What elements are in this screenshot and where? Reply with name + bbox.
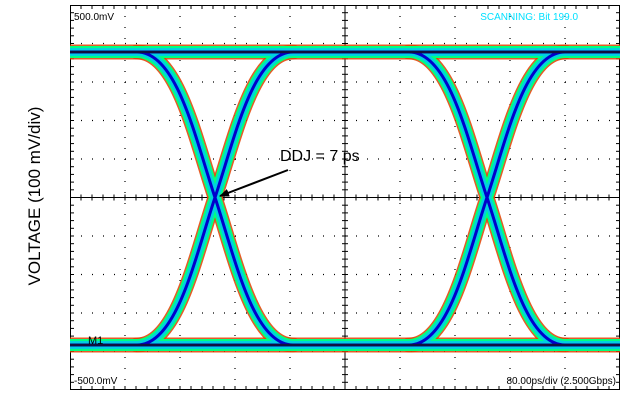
bottom-voltage-scale: -500.0mV xyxy=(74,376,118,387)
y-axis-label-text: VOLTAGE (100 mV/div) xyxy=(25,106,44,286)
graticule xyxy=(70,5,620,390)
ddj-annotation: DDJ = 7 ps xyxy=(280,148,360,165)
scan-status: SCANNING: Bit 199.0 xyxy=(480,12,578,23)
y-axis-label: VOLTAGE (100 mV/div) xyxy=(0,0,70,393)
rising-edge-1 xyxy=(135,50,295,347)
oscilloscope-display: 500.0mV -500.0mV SCANNING: Bit 199.0 80.… xyxy=(70,5,620,390)
marker-m1-label: M1 xyxy=(88,335,104,347)
top-voltage-scale: 500.0mV xyxy=(74,12,115,23)
rising-edge-2 xyxy=(407,50,567,347)
eye-traces xyxy=(70,44,620,353)
eye-diagram-plot xyxy=(70,5,620,390)
annotation-arrow xyxy=(219,169,289,197)
timebase-readout: 80.00ps/div (2.500Gbps) xyxy=(506,376,616,387)
